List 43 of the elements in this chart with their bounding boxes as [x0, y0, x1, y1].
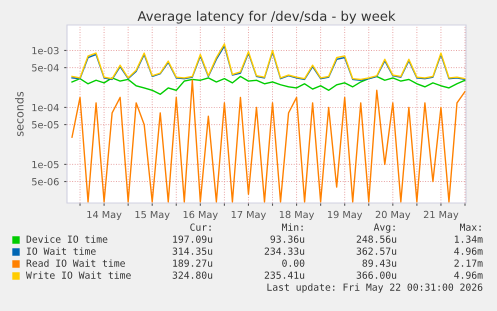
- line-series: [71, 80, 466, 203]
- text: 362.57u: [356, 247, 396, 255]
- text: 2.17m: [454, 259, 483, 267]
- text: 248.56u: [356, 235, 396, 243]
- text: 314.35u: [172, 247, 212, 255]
- y-axis-title: seconds: [15, 92, 24, 136]
- text: Max:: [460, 224, 481, 231]
- x-tick-label: 18 May: [280, 210, 314, 220]
- text: 197.09u: [173, 235, 212, 243]
- x-tick-label: 19 May: [328, 210, 362, 220]
- text: 324.80u: [172, 271, 212, 279]
- text: 0.00: [282, 259, 304, 267]
- x-tick-label: 15 May: [136, 210, 170, 220]
- y-tick-label: 1e-04: [32, 104, 59, 112]
- legend-label: Device IO time: [26, 235, 108, 243]
- x-tick-label: 14 May: [87, 210, 122, 220]
- text: 4.96m: [454, 247, 483, 255]
- text: Cur:: [190, 223, 211, 231]
- text: 89.43u: [362, 259, 396, 267]
- text: 234.33u: [264, 247, 304, 255]
- text: Last update: Fri May 22 00:31:00 2026: [267, 283, 482, 293]
- legend-label: IO Wait time: [26, 247, 96, 255]
- text: Min:: [282, 223, 303, 231]
- x-tick-label: 17 May: [232, 210, 266, 220]
- y-tick-label: 1e-03: [32, 46, 59, 54]
- y-tick-label: 5e-05: [32, 121, 59, 128]
- x-tick-label: 20 May: [376, 210, 410, 220]
- x-tick-label: 21 May: [424, 210, 458, 220]
- y-tick-label: 5e-06: [32, 178, 59, 186]
- text: 235.41u: [264, 271, 304, 279]
- text: 1.34m: [454, 235, 483, 243]
- line-series: [71, 76, 466, 95]
- legend-label: Read IO Wait time: [26, 259, 125, 267]
- x-tick-label: 16 May: [184, 210, 218, 220]
- text: Avg:: [374, 224, 395, 233]
- chart-title: Average latency for /dev/sda - by week: [138, 10, 396, 24]
- text: 4.96m: [454, 271, 483, 279]
- text: 366.00u: [356, 271, 396, 279]
- text: 93.36u: [270, 235, 304, 243]
- y-tick-label: 1e-05: [32, 160, 59, 168]
- y-tick-label: 5e-04: [32, 64, 59, 72]
- text: 189.27u: [173, 259, 212, 267]
- legend-label: Write IO Wait time: [26, 271, 131, 279]
